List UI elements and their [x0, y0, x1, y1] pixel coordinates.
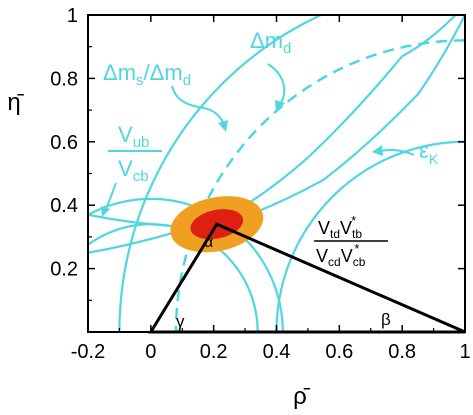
epsk-band-edge-1: [88, 15, 465, 229]
y-tick-label-2: 0.6: [50, 132, 78, 154]
y-axis-label: η̄: [7, 89, 24, 116]
dms-label: Δms/Δmd: [103, 60, 191, 89]
x-tick-label-1: 0: [145, 341, 156, 363]
constraint-curves: [88, 15, 465, 332]
epsk-label: εK: [419, 138, 439, 167]
dmd-band-edge-1: [275, 140, 465, 332]
x-tick-label-2: 0.2: [200, 341, 228, 363]
dms-limit-curve: [174, 39, 465, 332]
x-tick-label-5: 0.8: [388, 341, 416, 363]
vub-numerator: Vub: [118, 122, 149, 151]
vub-arrow-head: [101, 206, 110, 217]
x-tick-label-3: 0.4: [263, 341, 291, 363]
dms-arrow-head: [218, 120, 228, 132]
vub-band-edge-2: [88, 197, 284, 332]
dmd-arrow-head: [275, 100, 285, 112]
x-axis-label: ρ̄: [293, 383, 311, 410]
ratio-numerator: VtdVtb*: [318, 213, 362, 241]
dmd-label: Δmd: [250, 28, 291, 57]
y-tick-label-4: 1: [67, 5, 78, 27]
beta-label: β: [381, 310, 391, 329]
y-tick-label-0: 0.2: [50, 259, 78, 281]
x-tick-label-0: -0.2: [71, 341, 105, 363]
ratio-denominator: VcdVcb*: [316, 241, 366, 269]
dmd-arrow: [267, 63, 286, 105]
vub-denominator: Vcb: [118, 156, 149, 185]
axis-ticks: -0.2 0 0.2 0.4 0.6 0.8 1 0.2 0.4 0.6 0.8 1: [50, 5, 470, 363]
dms-arrow: [171, 85, 225, 125]
epsk-arrow-head: [372, 145, 383, 156]
alpha-label: α: [204, 234, 213, 251]
gamma-label: γ: [176, 312, 185, 331]
x-tick-label-4: 0.6: [325, 341, 353, 363]
x-tick-label-6: 1: [459, 341, 470, 363]
y-tick-label-1: 0.4: [50, 195, 78, 217]
epsk-arrow: [379, 149, 415, 156]
dmd-band-edge-2: [118, 15, 324, 332]
y-tick-label-3: 0.8: [50, 68, 78, 90]
